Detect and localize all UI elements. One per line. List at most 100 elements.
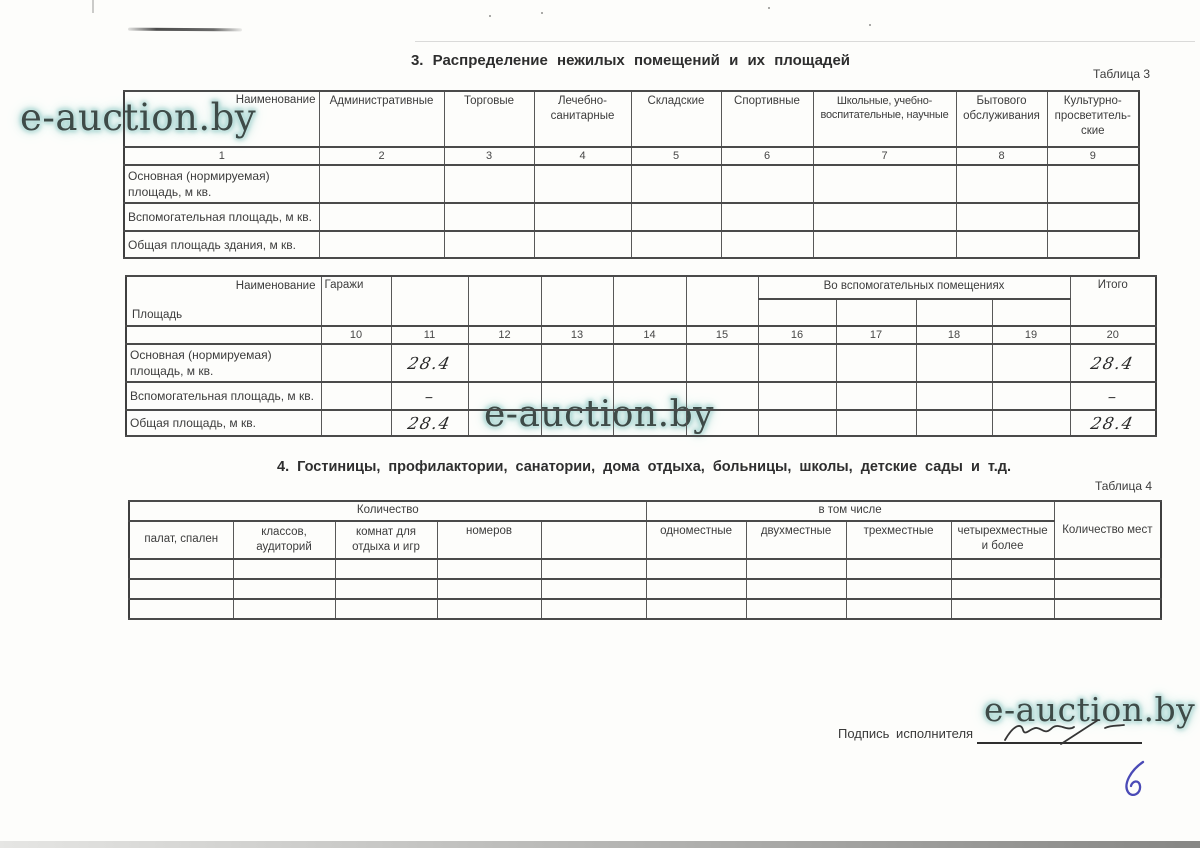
table4: Количество в том числе Количество мест п… xyxy=(128,500,1163,620)
empty-cell xyxy=(645,577,747,600)
empty-cell xyxy=(812,202,957,233)
empty-cell xyxy=(443,230,535,260)
row-label: Основная (нормируемая) площадь, м кв. xyxy=(123,163,320,205)
empty-cell xyxy=(318,230,445,260)
column-number: 13 xyxy=(540,325,614,345)
scan-speck xyxy=(869,24,871,26)
empty-cell xyxy=(1053,557,1162,580)
empty-cell xyxy=(540,519,647,560)
column-group-header: Во вспомогательных помещениях xyxy=(757,275,1071,300)
empty-cell xyxy=(991,297,1071,328)
handwritten-value: 28.4 xyxy=(390,409,469,438)
column-header: Итого xyxy=(1069,275,1157,327)
empty-cell xyxy=(955,163,1048,205)
column-header: трехместные xyxy=(845,519,952,560)
empty-cell xyxy=(915,342,993,384)
column-number: 3 xyxy=(443,146,535,166)
empty-cell xyxy=(467,381,542,412)
empty-cell xyxy=(835,409,917,438)
column-header: Бытового обслуживания xyxy=(955,90,1048,148)
column-number: 14 xyxy=(612,325,687,345)
empty-cell xyxy=(540,342,614,384)
empty-cell xyxy=(757,297,837,328)
empty-cell xyxy=(845,557,952,580)
empty-cell xyxy=(645,597,747,620)
row-group-label: Площадь xyxy=(132,309,183,321)
empty-cell xyxy=(950,577,1055,600)
column-header: Административные xyxy=(318,90,445,148)
empty-cell xyxy=(745,597,847,620)
empty-cell xyxy=(757,409,837,438)
empty-cell xyxy=(950,557,1055,580)
table3-note: Таблица 3 xyxy=(1092,67,1150,81)
empty-cell xyxy=(443,202,535,233)
empty-cell xyxy=(467,342,542,384)
empty-cell xyxy=(685,381,759,412)
handwritten-total: 28.4 xyxy=(1069,409,1157,438)
empty-cell xyxy=(915,409,993,438)
column-header: Наименование xyxy=(235,280,316,292)
scan-speck xyxy=(768,7,770,9)
row-label: Общая площадь, м кв. xyxy=(125,409,322,438)
empty-cell xyxy=(745,557,847,580)
empty-cell xyxy=(540,275,614,327)
empty-cell xyxy=(645,557,747,580)
empty-cell xyxy=(685,409,759,438)
corner-cell: Наименование Площадь xyxy=(125,275,322,327)
empty-cell xyxy=(1053,577,1162,600)
column-number: 20 xyxy=(1069,325,1157,345)
column-header: комнат для отдыха и игр xyxy=(334,519,438,560)
empty-cell xyxy=(812,163,957,205)
empty-cell xyxy=(915,381,993,412)
column-number: 8 xyxy=(955,146,1048,166)
empty-cell xyxy=(630,163,722,205)
handwritten-total: 28.4 xyxy=(1069,342,1157,384)
column-number: 1 xyxy=(123,146,320,166)
empty-cell xyxy=(334,597,438,620)
empty-cell xyxy=(720,230,814,260)
pen-mark xyxy=(1125,760,1145,796)
empty-cell xyxy=(232,557,336,580)
empty-cell xyxy=(991,381,1071,412)
table3-part1: Наименование Административные Торговые Л… xyxy=(123,90,1140,260)
signature-ink xyxy=(1004,719,1125,745)
row-label: Основная (нормируемая) площадь, м кв. xyxy=(125,342,322,384)
column-number: 12 xyxy=(467,325,542,345)
column-number: 17 xyxy=(835,325,917,345)
empty-cell xyxy=(955,202,1048,233)
empty-cell xyxy=(540,557,647,580)
empty-cell xyxy=(320,409,392,438)
empty-cell xyxy=(685,275,759,327)
column-number: 19 xyxy=(991,325,1071,345)
column-number: 2 xyxy=(318,146,445,166)
column-number: 7 xyxy=(812,146,957,166)
column-header: Наименование xyxy=(123,90,320,148)
empty-cell xyxy=(845,577,952,600)
empty-cell xyxy=(612,381,687,412)
column-group-header: Количество xyxy=(128,500,647,522)
scan-streak xyxy=(127,27,243,32)
empty-cell xyxy=(630,202,722,233)
empty-cell xyxy=(467,275,542,327)
column-number: 16 xyxy=(757,325,837,345)
empty-cell xyxy=(320,381,392,412)
empty-cell xyxy=(685,342,759,384)
row-label: Общая площадь здания, м кв. xyxy=(123,230,320,260)
empty-cell xyxy=(757,381,837,412)
table3-part2: Наименование Площадь Гаражи Во вспомогат… xyxy=(125,275,1158,438)
empty-cell xyxy=(128,597,234,620)
column-number: 10 xyxy=(320,325,392,345)
column-number: 9 xyxy=(1046,146,1140,166)
scan-faint-line xyxy=(415,41,1195,42)
column-header: Лечебно-санитарные xyxy=(533,90,632,148)
watermark-bottom-right: e-auction.by xyxy=(984,690,1196,729)
empty-cell xyxy=(915,297,993,328)
empty-cell xyxy=(540,381,614,412)
empty-cell xyxy=(812,230,957,260)
empty-cell xyxy=(467,409,542,438)
empty-cell xyxy=(950,597,1055,620)
empty-cell xyxy=(845,597,952,620)
column-header: классов, аудиторий xyxy=(232,519,336,560)
empty-cell xyxy=(540,577,647,600)
